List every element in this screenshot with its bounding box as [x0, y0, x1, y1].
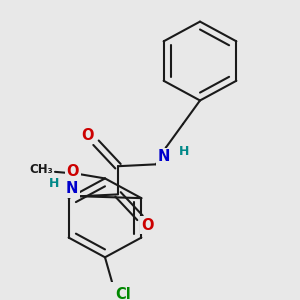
Text: CH₃: CH₃ [29, 164, 53, 176]
Text: O: O [67, 164, 79, 179]
Text: H: H [49, 177, 59, 190]
Text: Cl: Cl [115, 287, 131, 300]
Text: H: H [179, 145, 189, 158]
Text: O: O [142, 218, 154, 233]
Text: N: N [158, 149, 170, 164]
Text: N: N [66, 181, 78, 196]
Text: O: O [82, 128, 94, 143]
